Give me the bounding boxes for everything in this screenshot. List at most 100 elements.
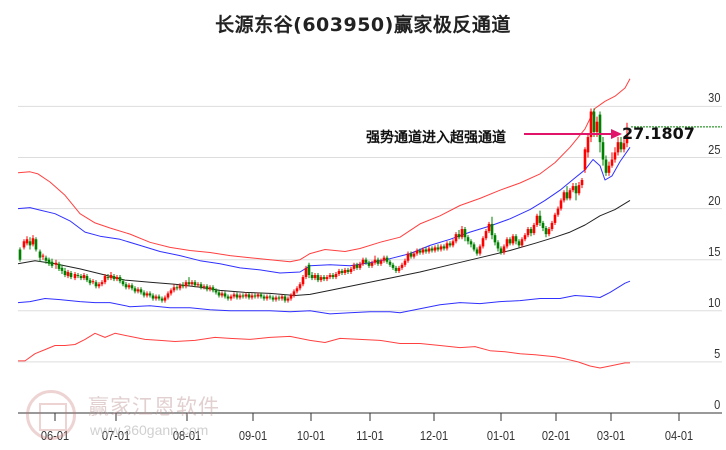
candle [214,290,218,293]
candle [361,259,365,264]
candle [313,275,317,279]
x-tick-label: 02-01 [541,428,571,443]
candle [69,272,73,278]
candle [550,222,554,230]
candle [523,235,527,240]
candle [403,260,407,265]
candle [457,234,461,238]
candle [28,241,32,246]
candle [274,297,278,300]
candle [559,200,563,209]
candle [18,249,22,260]
candle [223,293,227,297]
candle [88,280,92,284]
candle [91,281,95,283]
candle [469,241,473,245]
candle [304,267,308,278]
candle [283,296,287,301]
y-tick-label: 30 [707,90,720,106]
candle [379,260,383,264]
candle [583,149,587,170]
candle [85,276,89,281]
candle [421,249,425,253]
candle [406,253,410,261]
candle [63,270,67,276]
candle [409,253,413,257]
x-tick-label: 12-01 [419,428,449,443]
candle [445,243,449,249]
candle [592,111,596,132]
candle [586,137,590,153]
candle [472,244,476,250]
candle [262,296,266,299]
candle [595,121,599,132]
candle [247,294,251,298]
candle [400,264,404,268]
candle [568,190,572,199]
candle [250,295,254,298]
candle [241,295,245,297]
candle [217,292,221,296]
candle [66,271,70,277]
annotation-value: 27.1807 [622,124,695,143]
candle [268,296,272,298]
y-tick-label: 15 [707,243,720,259]
candle [460,229,464,238]
candle [271,297,275,300]
candle [478,246,482,254]
candle [34,239,38,250]
candle [79,276,83,279]
annotation-arrow [524,129,622,139]
candle [22,241,26,248]
candle [430,248,434,251]
candle [298,284,302,289]
candle [229,296,233,299]
candle [277,297,281,299]
candle [451,241,455,246]
candle [439,246,443,250]
candle [418,250,422,253]
candle [31,238,35,245]
candle [133,288,137,292]
candle [50,261,54,266]
watermark-logo-icon [26,390,76,440]
candle [385,257,389,262]
candle [169,290,173,294]
candle [364,259,368,263]
candle [328,275,332,278]
candle [295,288,299,292]
candle [121,281,125,285]
candle [259,294,263,297]
candle [157,296,161,299]
candle [124,284,128,288]
candle [331,275,335,278]
candle [535,215,539,225]
candle [487,223,491,232]
candle [376,259,380,264]
y-tick-label: 10 [707,294,720,310]
candle [199,284,203,288]
candle [292,291,296,296]
candle [340,270,344,273]
candle [319,277,323,281]
candle [463,229,467,238]
candle [370,262,374,266]
candle [538,215,542,223]
candle [502,246,506,253]
candle [607,165,611,173]
candle [532,224,536,234]
candle [622,143,626,150]
candle [280,296,284,299]
candle [136,289,140,292]
candle [574,186,578,194]
candle [448,243,452,246]
candle [598,114,602,143]
candle [355,264,359,268]
candle [616,142,620,153]
candle [322,277,326,280]
candle [424,249,428,252]
candle [130,285,134,289]
candle [166,293,170,298]
candle [310,275,314,279]
